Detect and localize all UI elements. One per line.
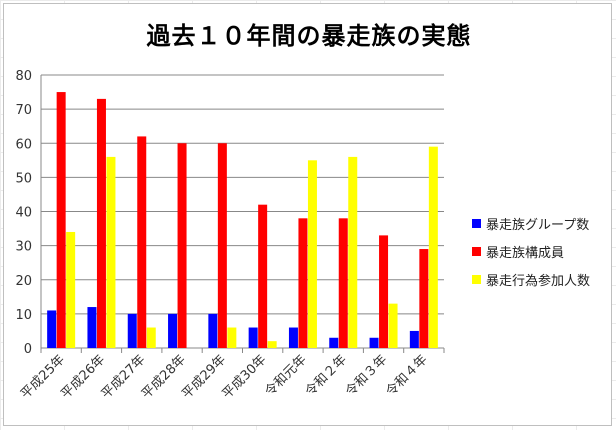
y-tick-label: 10 (15, 308, 32, 323)
y-tick-label: 20 (15, 274, 32, 289)
bar-members (177, 143, 187, 348)
bar-groups (248, 327, 258, 348)
bar-participants (267, 341, 277, 348)
legend-swatch (472, 274, 481, 284)
bar-groups (369, 337, 379, 348)
bar-members (258, 204, 268, 348)
chart-title: 過去１０年間の暴走族の実態 (146, 22, 472, 50)
bar-members (137, 136, 147, 348)
bar-members (96, 98, 106, 348)
y-tick-label: 60 (15, 137, 32, 152)
bar-participants (388, 303, 398, 348)
bar-groups (329, 337, 339, 348)
bar-participants (348, 156, 358, 348)
legend-label: 暴走行為参加人数 (486, 273, 591, 289)
y-tick-label: 30 (15, 240, 32, 255)
bar-groups (87, 307, 97, 348)
legend-item: 暴走族グループ数 (472, 209, 590, 237)
chart-area[interactable]: 過去１０年間の暴走族の実態 0 10 20 30 40 50 60 70 80 平成25年 平成26… (3, 3, 612, 426)
legend-label: 暴走族グループ数 (486, 217, 590, 233)
x-tick-label: 令和２年 (303, 352, 350, 399)
bar-groups (47, 310, 57, 348)
legend-label: 暴走族構成員 (486, 245, 565, 261)
x-tick-label: 令和３年 (343, 352, 390, 399)
y-tick-label: 80 (15, 69, 32, 84)
legend-item: 暴走族構成員 (472, 237, 590, 265)
bar-groups (168, 313, 178, 348)
x-tick-label: 令和元年 (262, 352, 309, 399)
bar-participants (307, 160, 317, 348)
y-tick-label: 70 (15, 103, 32, 118)
bar-participants (66, 231, 76, 348)
y-tick-label: 0 (24, 342, 32, 357)
bar-members (217, 143, 227, 348)
legend-item: 暴走行為参加人数 (472, 265, 590, 293)
bar-groups (288, 327, 298, 348)
y-tick-label: 50 (15, 171, 32, 186)
bar-participants (428, 146, 438, 348)
bar-participants (146, 327, 156, 348)
legend: 暴走族グループ数 暴走族構成員暴走行為参加人数 (472, 209, 590, 293)
bar-groups (208, 313, 218, 348)
bar-participants (106, 156, 116, 348)
bar-chart: 01020304050607080平成25年平成26年平成27年平成28年平成2… (15, 69, 445, 402)
bar-groups (409, 330, 419, 348)
bar-members (298, 218, 308, 348)
bar-groups (127, 313, 137, 348)
legend-swatch (472, 218, 481, 228)
bar-members (379, 235, 389, 348)
bar-members (338, 218, 348, 348)
bar-members (419, 249, 429, 348)
bar-members (56, 92, 66, 348)
bar-participants (227, 327, 237, 348)
y-tick-label: 40 (15, 206, 32, 221)
legend-swatch (472, 246, 481, 256)
x-tick-label: 平成30年 (220, 352, 270, 402)
x-tick-label: 令和４年 (383, 352, 430, 399)
